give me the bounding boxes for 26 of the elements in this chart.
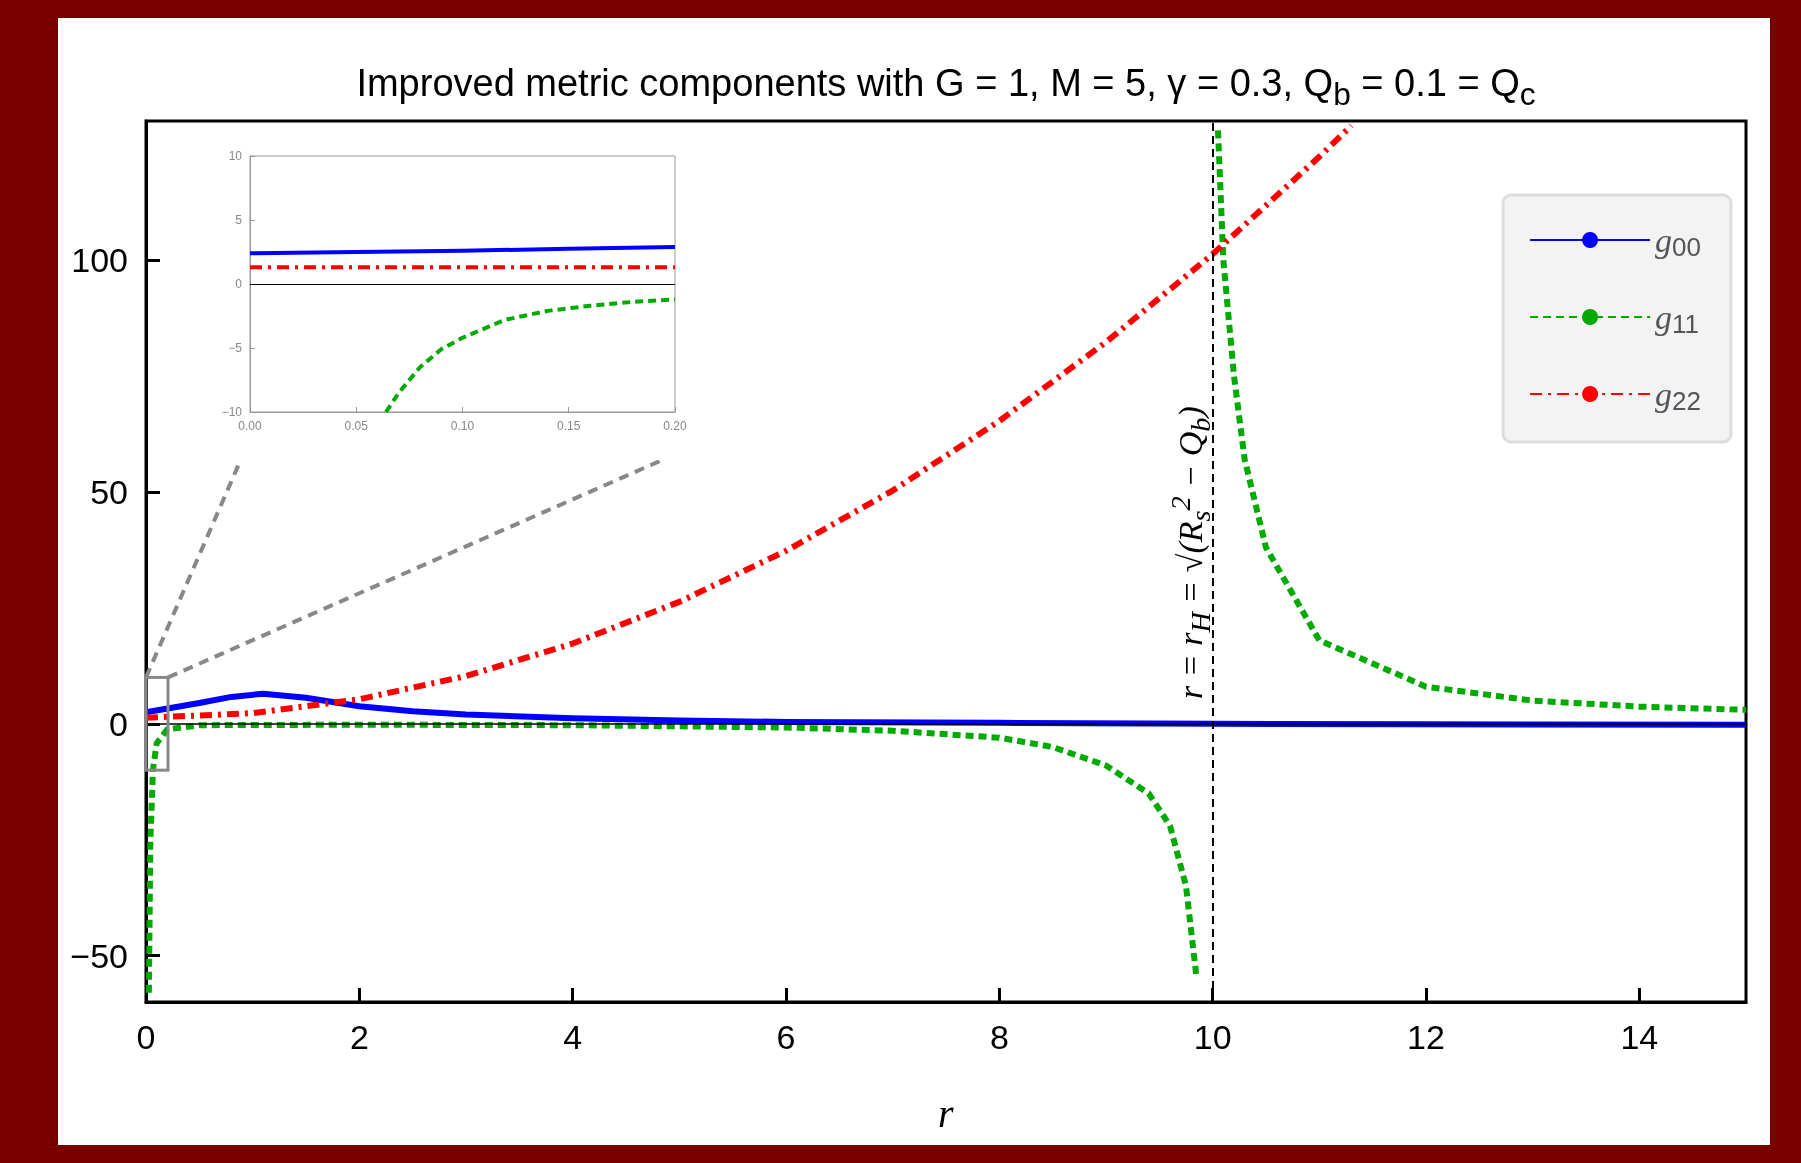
x-tick-label: 6 [776,1018,796,1056]
y-tick-label: 100 [71,241,128,280]
y-tick-label: 5 [235,213,243,227]
y-tick-label: 0 [109,704,128,743]
chart-title: Improved metric components with G = 1, M = 5, γ = 0.3, Q$_{b}$ = 0.1 = Q$_{c}$ [355,62,1537,113]
line-series [384,297,677,414]
x-tick-label: 0 [136,1018,156,1056]
x-tick-label: 0.00 [238,419,262,433]
y-tick-label: −10 [221,405,243,419]
x-tick-label: 0.20 [663,419,687,433]
x-tick-label: 0.10 [450,419,475,433]
x-tick-label: 0.15 [557,419,581,433]
y-tick-label: 10 [228,149,243,163]
x-tick-label: 4 [563,1018,583,1056]
x-tick-label: 14 [1620,1018,1659,1056]
x-tick-label: 2 [349,1018,369,1056]
x-tick-label: 12 [1407,1018,1445,1056]
y-tick-label: −5 [228,341,243,355]
y-tick-label: 50 [90,472,128,511]
x-tick-label: 0.05 [344,419,369,433]
x-tick-label: 10 [1193,1018,1232,1056]
x-axis-title: r [938,1090,954,1137]
x-tick-label: 8 [989,1018,1009,1056]
y-tick-label: −50 [70,936,128,975]
y-tick-label: 0 [235,277,243,291]
line-series [248,244,677,256]
